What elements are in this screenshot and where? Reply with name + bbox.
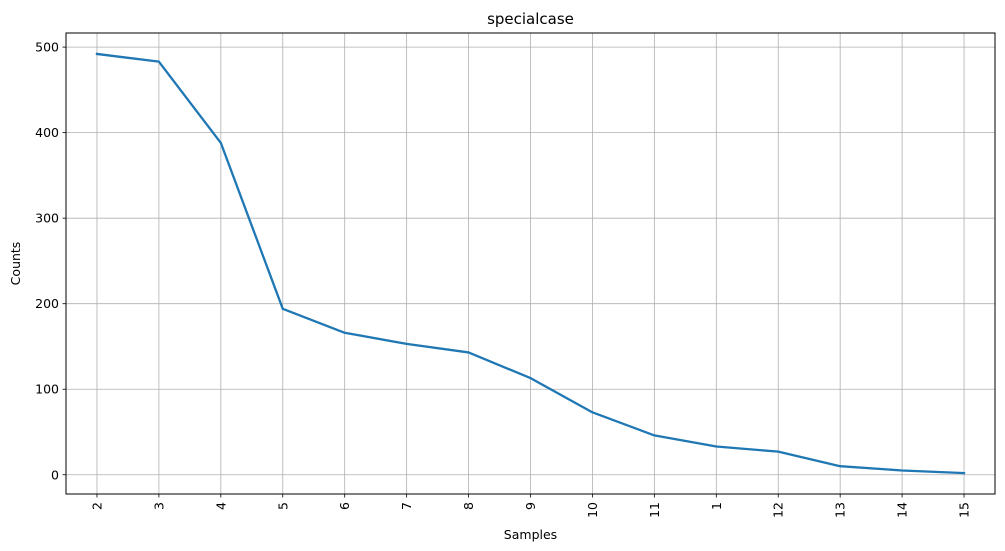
y-tick-label: 0 xyxy=(51,467,59,482)
x-tick-label: 4 xyxy=(213,502,228,510)
x-tick-label: 7 xyxy=(399,502,414,510)
x-tick-label: 13 xyxy=(833,502,848,518)
y-axis: 0 100 200 300 400 500 xyxy=(35,40,66,482)
x-tick-label: 14 xyxy=(895,502,910,518)
x-tick-label: 8 xyxy=(461,502,476,510)
x-tick-label: 15 xyxy=(957,502,972,518)
x-tick-label: 3 xyxy=(151,502,166,510)
x-tick-label: 9 xyxy=(523,502,538,510)
x-tick-label: 6 xyxy=(337,502,352,510)
x-tick-label: 10 xyxy=(585,502,600,518)
series-layer xyxy=(95,52,966,475)
x-axis-label: Samples xyxy=(504,527,557,542)
y-tick-label: 500 xyxy=(35,40,59,55)
x-axis: 2 3 4 5 6 7 8 9 10 11 1 12 13 14 15 xyxy=(89,494,972,518)
y-axis-label: Counts xyxy=(8,242,23,286)
x-tick-label: 11 xyxy=(647,502,662,518)
chart-title: specialcase xyxy=(487,10,574,28)
y-tick-label: 400 xyxy=(35,125,59,140)
x-tick-label: 1 xyxy=(709,502,724,510)
grid xyxy=(66,33,995,494)
series-line xyxy=(95,52,966,475)
y-tick-label: 300 xyxy=(35,211,59,226)
x-tick-label: 2 xyxy=(89,502,104,510)
x-tick-label: 5 xyxy=(275,502,290,510)
y-tick-label: 200 xyxy=(35,296,59,311)
y-tick-label: 100 xyxy=(35,382,59,397)
x-tick-label: 12 xyxy=(771,502,786,518)
